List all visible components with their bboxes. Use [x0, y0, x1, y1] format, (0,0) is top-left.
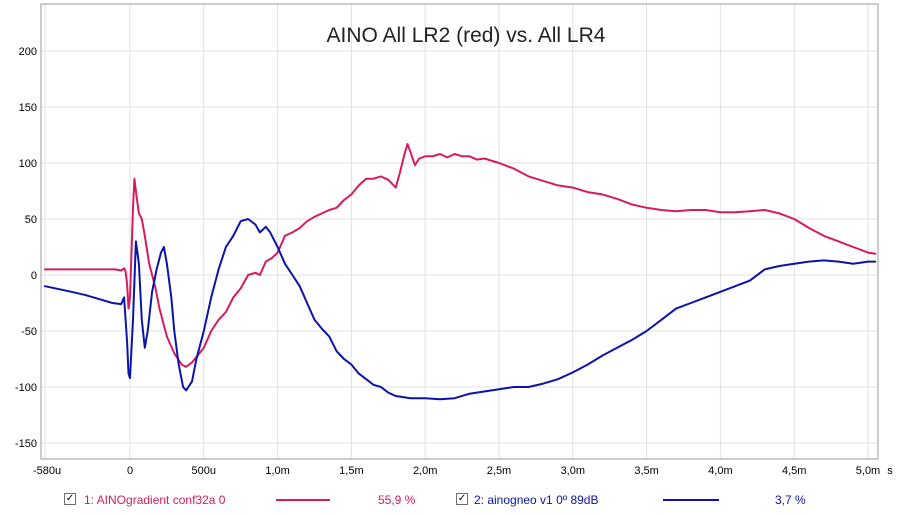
- series-1-name: 1: AINOgradient conf32a 0: [84, 493, 226, 507]
- plot-frame: [40, 3, 879, 460]
- x-tick-label: 5,0m: [856, 465, 880, 477]
- series-1-percent: 55,9 %: [378, 493, 416, 507]
- series-2-checkbox[interactable]: ✓: [456, 493, 468, 505]
- x-tick-label: -580u: [33, 465, 61, 477]
- x-tick-label: 1,5m: [339, 465, 363, 477]
- y-tick-label: 100: [19, 158, 37, 170]
- series-2-swatch: [663, 499, 719, 501]
- series-1-checkbox[interactable]: ✓: [64, 493, 76, 505]
- grid: [41, 4, 878, 459]
- y-tick-label: -150: [15, 438, 37, 450]
- legend: ✓ 1: AINOgradient conf32a 0 55,9 % ✓ 2: …: [0, 488, 900, 514]
- x-tick-label: 2,5m: [487, 465, 511, 477]
- x-tick-label: 0: [127, 465, 133, 477]
- impulse-response-chart: -580u 0 500u 1,0m 1,5m 2,0m 2,5m 3,0m 3,5m 4,0m 4,…: [0, 0, 900, 488]
- x-tick-label: 2,0m: [413, 465, 437, 477]
- y-tick-label: 0: [31, 270, 37, 282]
- x-tick-label: 1,0m: [265, 465, 289, 477]
- x-tick-label: 4,0m: [708, 465, 732, 477]
- series-2-line: [44, 218, 877, 401]
- y-tick-label: 50: [25, 214, 37, 226]
- series-lines: [44, 143, 877, 401]
- x-tick-label: 3,0m: [561, 465, 585, 477]
- chart-title: AINO All LR2 (red) vs. All LR4: [327, 24, 606, 47]
- series-1-swatch: [276, 499, 330, 501]
- y-tick-label: 150: [19, 102, 37, 114]
- y-tick-label: -50: [21, 326, 37, 338]
- y-tick-label: 200: [19, 46, 37, 58]
- chart-background: [0, 0, 900, 488]
- axis-labels: -580u 0 500u 1,0m 1,5m 2,0m 2,5m 3,0m 3,5m 4,0m 4,…: [15, 46, 893, 477]
- x-tick-label: 4,5m: [782, 465, 806, 477]
- x-unit-label: s: [887, 465, 893, 477]
- x-tick-label: 3,5m: [634, 465, 658, 477]
- x-tick-label: 500u: [192, 465, 216, 477]
- series-2-percent: 3,7 %: [775, 493, 806, 507]
- series-2-name: 2: ainogneo v1 0º 89dB: [474, 493, 599, 507]
- y-tick-label: -100: [15, 382, 37, 394]
